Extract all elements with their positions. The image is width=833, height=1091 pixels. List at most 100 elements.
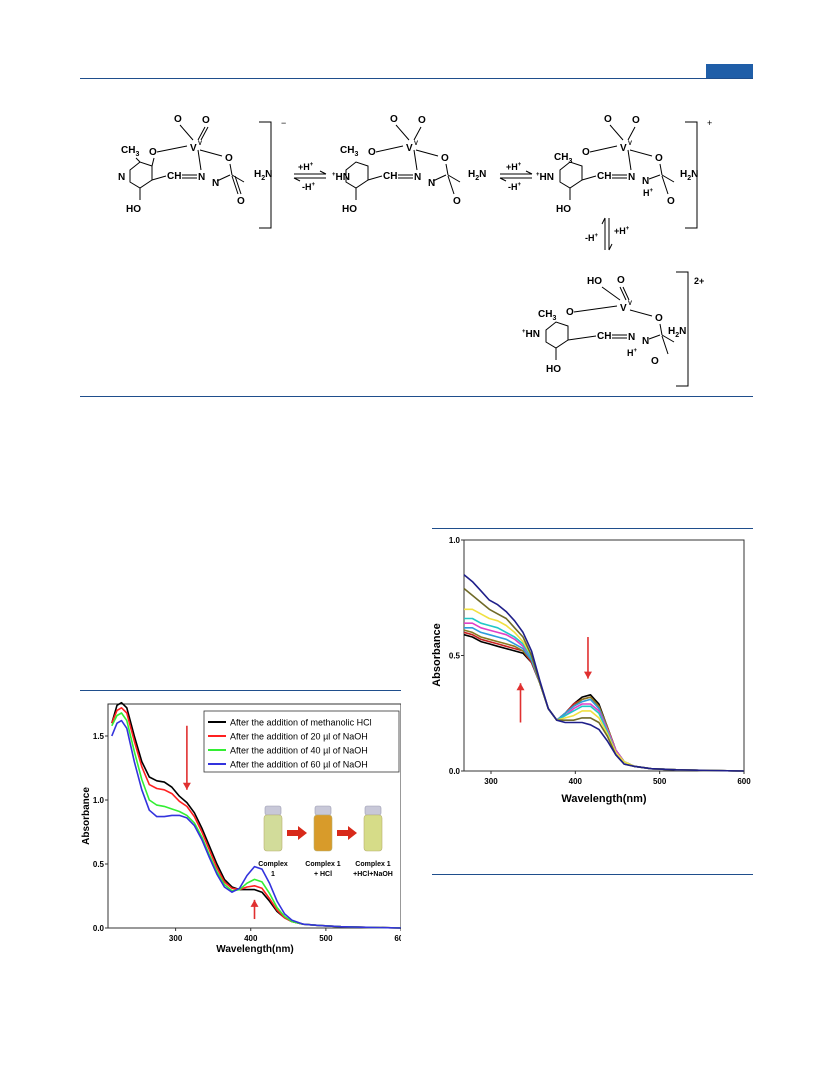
y-tick-label: 0.5: [93, 860, 105, 869]
svg-text:+H+: +H+: [298, 162, 314, 172]
vial-label: Complex: [258, 861, 288, 868]
svg-text:V: V: [406, 143, 413, 154]
series-line-5: [464, 617, 745, 772]
legend-label: After the addition of 20 µl of NaOH: [230, 732, 368, 742]
svg-text:O: O: [632, 115, 640, 126]
svg-text:+H+: +H+: [614, 226, 630, 236]
svg-text:-H+: -H+: [302, 182, 316, 192]
vial-label: Complex 1: [305, 861, 341, 868]
svg-text:O: O: [237, 196, 245, 207]
header-accent-tab: [706, 64, 753, 78]
scheme-bottom-rule: [80, 396, 753, 397]
y-tick-label: 1.0: [93, 796, 105, 805]
svg-text:O: O: [655, 313, 663, 324]
reaction-scheme: O O V V CH3 O N CH N N O: [118, 114, 712, 387]
svg-text:H+: H+: [627, 348, 638, 358]
y-axis-label: Absorbance: [432, 623, 443, 687]
svg-text:O: O: [418, 115, 426, 126]
svg-text:N: N: [628, 332, 635, 343]
vial-label: + HCl: [314, 871, 332, 878]
svg-text:2+: 2+: [694, 276, 704, 286]
y-tick-label: 0.0: [93, 924, 105, 933]
vial-label: 1: [271, 871, 275, 878]
y-tick-label: 1.5: [93, 732, 105, 741]
chart-right-bottom-rule: [432, 874, 753, 875]
x-axis-label: Wavelength(nm): [561, 793, 646, 805]
vial-cap: [364, 805, 382, 816]
x-tick-label: 500: [319, 934, 333, 943]
svg-text:CH3: CH3: [554, 152, 572, 165]
equilibrium-arrow-3: -H+ +H+: [585, 217, 630, 251]
inset-arrow-head: [298, 826, 307, 840]
series-line-2: [463, 629, 745, 772]
svg-text:O: O: [202, 115, 210, 126]
svg-text:N: N: [414, 172, 421, 183]
svg-text:CH: CH: [597, 171, 611, 182]
svg-text:HO: HO: [546, 364, 561, 375]
vial-label: Complex 1: [355, 861, 391, 868]
structure-neutral: O O V V CH3 O +HN CH N N O O H2N: [332, 114, 486, 215]
svg-text:N: N: [198, 172, 205, 183]
chart-legend: After the addition of methanolic HCl Afte…: [203, 710, 400, 773]
svg-text:O: O: [174, 114, 182, 125]
svg-text:HO: HO: [556, 204, 571, 215]
svg-text:O: O: [441, 153, 449, 164]
svg-text:O: O: [225, 153, 233, 164]
vial-cap: [264, 805, 282, 816]
svg-text:O: O: [453, 196, 461, 207]
svg-text:V: V: [620, 143, 627, 154]
svg-text:+H+: +H+: [506, 162, 522, 172]
svg-text:O: O: [582, 147, 590, 158]
arrow-up-head: [516, 683, 525, 691]
svg-text:H2N: H2N: [668, 326, 686, 339]
vial-cap: [314, 805, 332, 816]
svg-text:-H+: -H+: [585, 233, 599, 243]
series-line-1: [463, 631, 745, 772]
svg-text:+HN: +HN: [536, 172, 554, 183]
series-line-0: [463, 633, 745, 772]
svg-text:N: N: [628, 172, 635, 183]
series-line-4: [464, 622, 745, 772]
series-line-6: [464, 608, 745, 772]
arrow-down-head: [182, 782, 191, 790]
x-tick-label: 400: [569, 777, 583, 786]
svg-text:V: V: [620, 303, 627, 314]
svg-text:HO: HO: [342, 204, 357, 215]
y-tick-label: 1.0: [449, 536, 461, 545]
series-line-8: [463, 574, 745, 772]
svg-text:+: +: [707, 118, 712, 128]
x-tick-label: 300: [169, 934, 183, 943]
inset-arrow-body: [287, 830, 298, 836]
header-rule: [80, 78, 753, 79]
svg-text:−: −: [281, 118, 286, 128]
x-tick-label: 400: [244, 934, 258, 943]
svg-text:O: O: [566, 307, 574, 318]
y-tick-label: 0.0: [449, 767, 461, 776]
arrow-down-head: [583, 671, 592, 679]
chart-right-top-rule: [432, 528, 753, 529]
svg-text:H2N: H2N: [254, 169, 272, 182]
svg-text:O: O: [149, 147, 157, 158]
svg-text:CH: CH: [167, 171, 181, 182]
svg-text:H+: H+: [643, 188, 654, 198]
vial: [363, 814, 383, 852]
svg-text:N: N: [212, 178, 219, 189]
svg-text:CH: CH: [597, 331, 611, 342]
equilibrium-arrow-2: +H+ -H+: [499, 162, 533, 192]
svg-text:HO: HO: [587, 276, 602, 287]
svg-text:V: V: [628, 301, 632, 307]
uv-vis-titration-chart: 300 400 500 600 0.0 0.5 1.0 Wavelength(nm) Abs…: [432, 536, 751, 805]
y-tick-label: 0.5: [449, 652, 461, 661]
svg-text:O: O: [390, 114, 398, 125]
x-tick-label: 300: [484, 777, 498, 786]
svg-text:O: O: [368, 147, 376, 158]
x-tick-label: 600: [737, 777, 751, 786]
svg-text:O: O: [651, 356, 659, 367]
vial: [313, 814, 333, 852]
equilibrium-arrow-1: +H+ -H+: [293, 162, 327, 192]
svg-text:HO: HO: [126, 204, 141, 215]
svg-text:-H+: -H+: [508, 182, 522, 192]
x-tick-label: 500: [653, 777, 667, 786]
svg-text:V: V: [414, 141, 418, 147]
vial-label: +HCl+NaOH: [353, 871, 393, 878]
